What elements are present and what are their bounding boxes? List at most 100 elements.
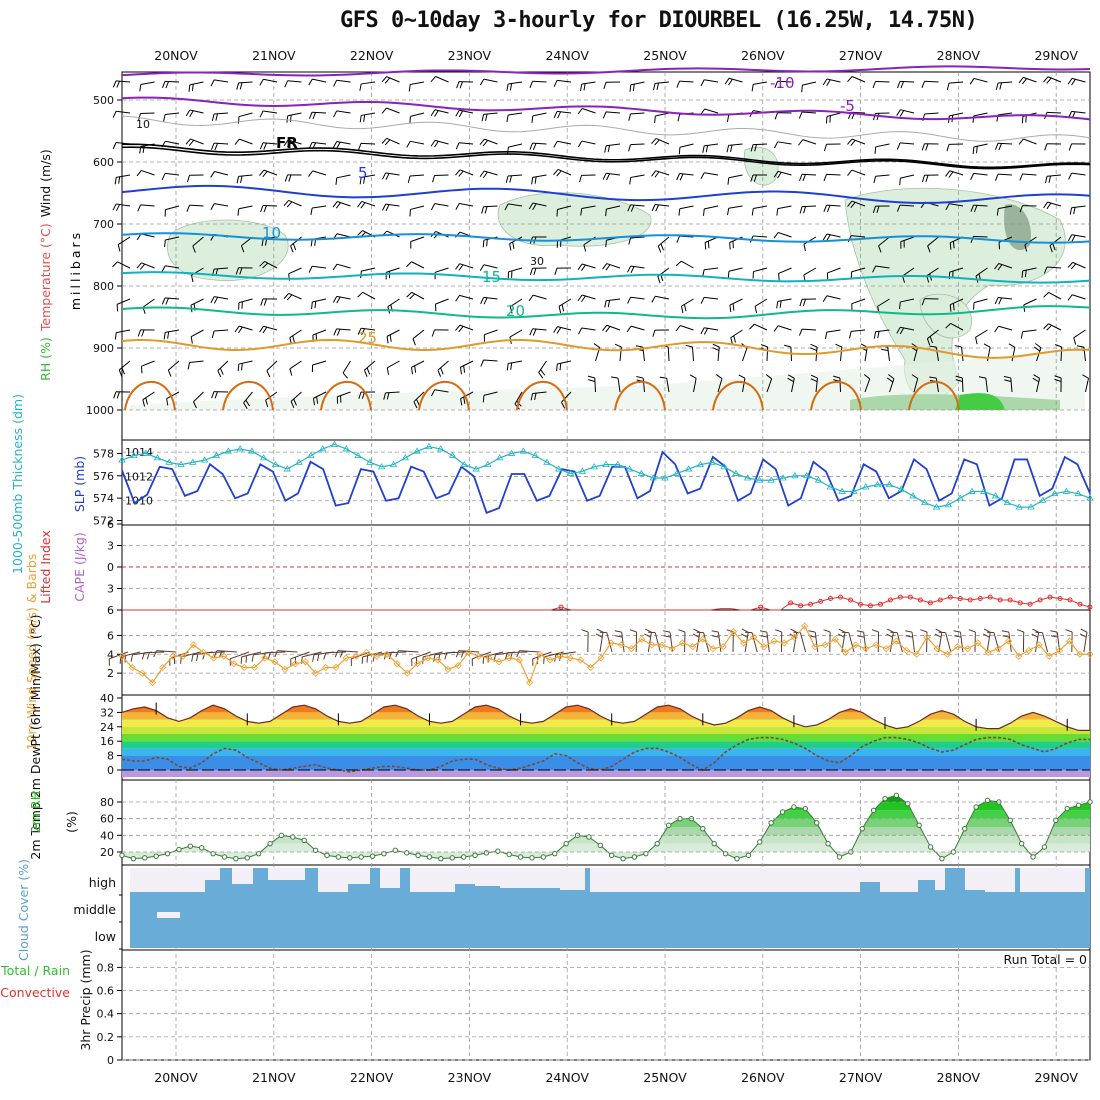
thickness-point — [1074, 489, 1082, 497]
ua-barb — [234, 138, 253, 145]
ua-barb — [675, 260, 694, 269]
wind10-point — [159, 663, 167, 672]
ua-barb — [530, 391, 547, 401]
ua-barb — [587, 375, 596, 393]
lifted-index-point — [1037, 597, 1043, 603]
ua-barb — [286, 112, 302, 123]
thickness-point — [378, 463, 386, 470]
lifted-index-point — [977, 596, 983, 602]
contour-freezing-b — [121, 143, 1091, 169]
wind10-barb — [920, 629, 928, 653]
rh-point — [324, 852, 330, 859]
thickness-point — [366, 458, 374, 465]
thickness-point — [507, 449, 516, 456]
ua-barb — [996, 205, 1013, 216]
ua-barb — [627, 296, 645, 304]
ua-barb — [1067, 261, 1086, 270]
ua-barb — [975, 329, 988, 345]
ua-ylabel: RH (%) Temperature (°C) Wind (m/s) — [38, 149, 53, 381]
ua-barb — [290, 391, 302, 408]
chart-title: GFS 0~10day 3-hourly for DIOURBEL (16.25… — [340, 8, 978, 33]
lifted-index-point — [808, 601, 814, 607]
ua-barb — [163, 112, 180, 122]
rh-point — [187, 843, 194, 849]
ua-barb — [308, 111, 327, 120]
ua-barb — [886, 374, 895, 393]
ua-barb — [945, 322, 964, 331]
date-label-top-22NOV: 22NOV — [350, 48, 394, 63]
rh-point — [244, 855, 250, 861]
wind10-barb — [334, 650, 358, 658]
ua-barb — [529, 80, 547, 89]
ua-barb — [1044, 174, 1062, 184]
ua-barb — [773, 170, 792, 179]
rh-point — [301, 837, 307, 844]
lifted-index-point — [1027, 601, 1033, 607]
cloud-gap — [318, 868, 348, 892]
ua-barb — [1023, 298, 1037, 312]
ua-barb — [186, 174, 204, 183]
lifted-index-point — [957, 596, 963, 602]
ua-barb — [626, 325, 645, 333]
wind10-point — [841, 648, 850, 656]
rh-point — [836, 854, 843, 860]
wind10-barb — [614, 630, 625, 653]
thickness-point — [850, 487, 858, 494]
wind10-point — [403, 669, 411, 677]
wind10-point — [128, 663, 136, 672]
wind10-barb — [871, 629, 880, 653]
ua-barb — [112, 261, 131, 269]
ua-barb — [359, 174, 376, 185]
thickness-point — [177, 460, 185, 468]
rh-point — [358, 854, 364, 860]
rh-point — [1018, 840, 1025, 847]
cloud-gap — [918, 868, 935, 880]
cloud-gap — [348, 868, 370, 884]
ua-barb — [434, 298, 449, 312]
rh-point — [495, 848, 501, 854]
thickness-point — [1050, 489, 1059, 497]
ua-barb — [847, 76, 866, 83]
ua-barb — [358, 391, 376, 399]
ua-barb — [872, 205, 890, 213]
wind10-point — [994, 645, 1002, 653]
ua-barb — [847, 169, 866, 176]
ua-barb — [186, 204, 204, 212]
date-label-bottom-21NOV: 21NOV — [252, 1070, 296, 1085]
rh-area-low — [130, 350, 1085, 410]
ua-barb — [955, 375, 964, 393]
rh-point — [768, 820, 774, 826]
ua-barb — [528, 294, 547, 302]
date-label-top-29NOV: 29NOV — [1034, 48, 1078, 63]
wind10-point — [892, 637, 900, 645]
wind10-point — [750, 633, 758, 641]
ua-barb — [139, 81, 155, 92]
date-label-bottom-20NOV: 20NOV — [154, 1070, 198, 1085]
lifted-index-point — [917, 597, 923, 603]
ua-barb — [455, 324, 474, 333]
wind10-point — [923, 633, 931, 641]
rh-point — [472, 852, 478, 859]
ua-barb — [727, 205, 743, 216]
ua-barb — [994, 263, 1013, 271]
temp-band — [122, 770, 1090, 778]
wind10-barb — [180, 651, 201, 664]
date-label-top-20NOV: 20NOV — [154, 48, 198, 63]
rh-point — [347, 855, 353, 861]
ua-barb — [715, 374, 723, 393]
wind10-point — [943, 650, 951, 658]
thickness-point — [838, 487, 846, 494]
ua-barb — [873, 174, 890, 184]
thickness-point — [578, 467, 587, 474]
wind10-point — [281, 665, 289, 673]
wind10-point — [393, 660, 401, 668]
ua-barb — [678, 143, 694, 155]
ua-barb — [604, 143, 621, 153]
ua-barb — [504, 203, 523, 211]
ua-barb — [284, 80, 302, 88]
ua-barb — [729, 298, 743, 313]
ua-barb — [410, 360, 425, 375]
ua-barb — [211, 112, 229, 121]
wind10-barb — [745, 631, 758, 653]
rh-point — [233, 855, 239, 862]
